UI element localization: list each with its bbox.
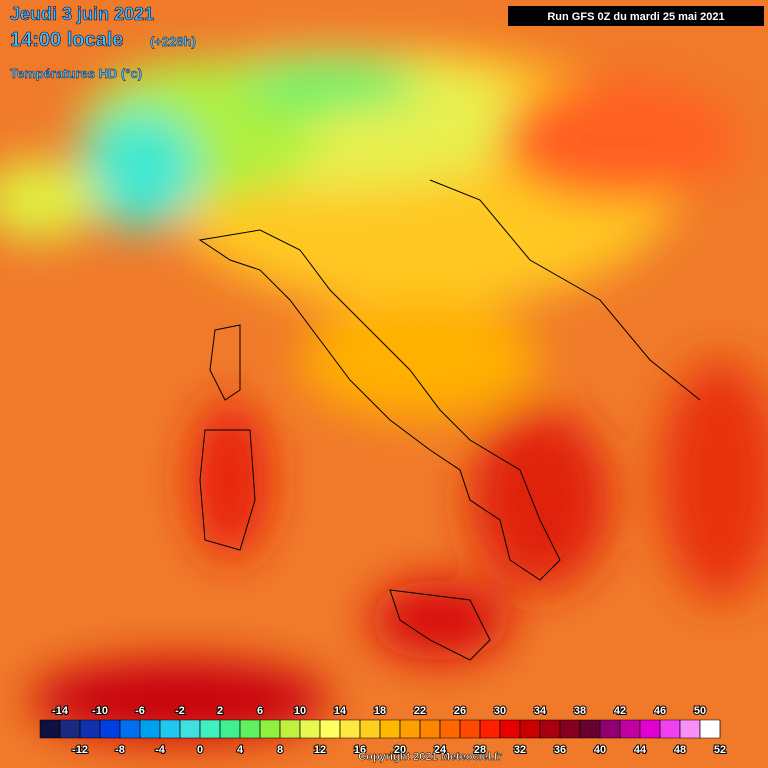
scale-swatch xyxy=(419,719,441,739)
scale-label: 26 xyxy=(454,705,466,717)
sicily-outline xyxy=(389,589,491,661)
scale-label: 50 xyxy=(694,705,706,717)
scale-label: -6 xyxy=(135,705,145,717)
coastlines xyxy=(198,179,701,661)
scale-swatch xyxy=(119,719,141,739)
lead-time: (+228h) xyxy=(150,34,196,49)
adriatic-coast xyxy=(429,179,701,401)
scale-label: -12 xyxy=(72,744,88,756)
scale-swatch xyxy=(159,719,181,739)
date-title: Jeudi 3 juin 2021 xyxy=(10,4,154,24)
scale-swatch xyxy=(499,719,521,739)
scale-label: 28 xyxy=(474,744,486,756)
scale-swatch xyxy=(39,719,61,739)
scale-label: -10 xyxy=(92,705,108,717)
scale-label: 6 xyxy=(257,705,263,717)
scale-swatch xyxy=(99,719,121,739)
scale-swatch xyxy=(279,719,301,739)
scale-label: 42 xyxy=(614,705,626,717)
scale-label: -14 xyxy=(52,705,69,717)
scale-swatch xyxy=(139,719,161,739)
scale-label: -4 xyxy=(155,744,166,756)
scale-swatch xyxy=(679,719,701,739)
scale-swatch xyxy=(259,719,281,739)
scale-label: 46 xyxy=(654,705,666,717)
scale-label: 44 xyxy=(634,744,647,756)
scale-swatch xyxy=(199,719,221,739)
sardinia-outline xyxy=(199,429,256,551)
scale-swatch xyxy=(579,719,601,739)
scale-label: -2 xyxy=(175,705,185,717)
scale-swatch xyxy=(299,719,321,739)
scale-swatch xyxy=(659,719,681,739)
scale-swatch xyxy=(479,719,501,739)
scale-label: 22 xyxy=(414,705,426,717)
scale-swatch xyxy=(239,719,261,739)
scale-label: 10 xyxy=(294,705,306,717)
variable-title: Températures HD (°c) xyxy=(10,66,142,81)
scale-label: 38 xyxy=(574,705,586,717)
scale-swatch xyxy=(359,719,381,739)
scale-label: 40 xyxy=(594,744,606,756)
scale-swatch xyxy=(699,719,721,739)
scale-swatch xyxy=(539,719,561,739)
scale-swatch xyxy=(339,719,361,739)
run-box xyxy=(508,6,764,26)
scale-label: 0 xyxy=(197,744,203,756)
scale-swatch xyxy=(439,719,461,739)
scale-swatch xyxy=(399,719,421,739)
scale-swatch xyxy=(639,719,661,739)
scale-label: 4 xyxy=(237,744,244,756)
scale-label: 32 xyxy=(514,744,526,756)
run-label: Run GFS 0Z du mardi 25 mai 2021 xyxy=(547,11,724,23)
scale-label: 30 xyxy=(494,705,506,717)
scale-label: 12 xyxy=(314,744,326,756)
scale-label: 16 xyxy=(354,744,366,756)
scale-label: 52 xyxy=(714,744,726,756)
scale-swatch xyxy=(559,719,581,739)
field-shading xyxy=(0,50,768,740)
scale-label: 36 xyxy=(554,744,566,756)
time-title: 14:00 locale xyxy=(10,29,123,51)
corsica-outline xyxy=(209,324,241,401)
scale-label: -8 xyxy=(115,744,125,756)
scale-label: 8 xyxy=(277,744,283,756)
scale-label: 20 xyxy=(394,744,406,756)
scale-label: 2 xyxy=(217,705,223,717)
scale-swatch xyxy=(619,719,641,739)
scale-swatch xyxy=(459,719,481,739)
scale-swatch xyxy=(179,719,201,739)
scale-swatch xyxy=(219,719,241,739)
scale-label: 48 xyxy=(674,744,686,756)
color-scale: -14-12-10-8-6-4-202468101214161820222426… xyxy=(39,704,727,757)
scale-swatch xyxy=(59,719,81,739)
scale-label: 14 xyxy=(334,705,347,717)
scale-label: 34 xyxy=(534,705,547,717)
scale-swatch xyxy=(519,719,541,739)
scale-swatch xyxy=(79,719,101,739)
copyright: Copyright 2021 Meteociel.fr xyxy=(358,751,502,763)
scale-label: 18 xyxy=(374,705,386,717)
scale-swatch xyxy=(599,719,621,739)
scale-swatch xyxy=(319,719,341,739)
italy-outline xyxy=(198,229,561,581)
scale-swatch xyxy=(379,719,401,739)
scale-label: 24 xyxy=(434,744,447,756)
